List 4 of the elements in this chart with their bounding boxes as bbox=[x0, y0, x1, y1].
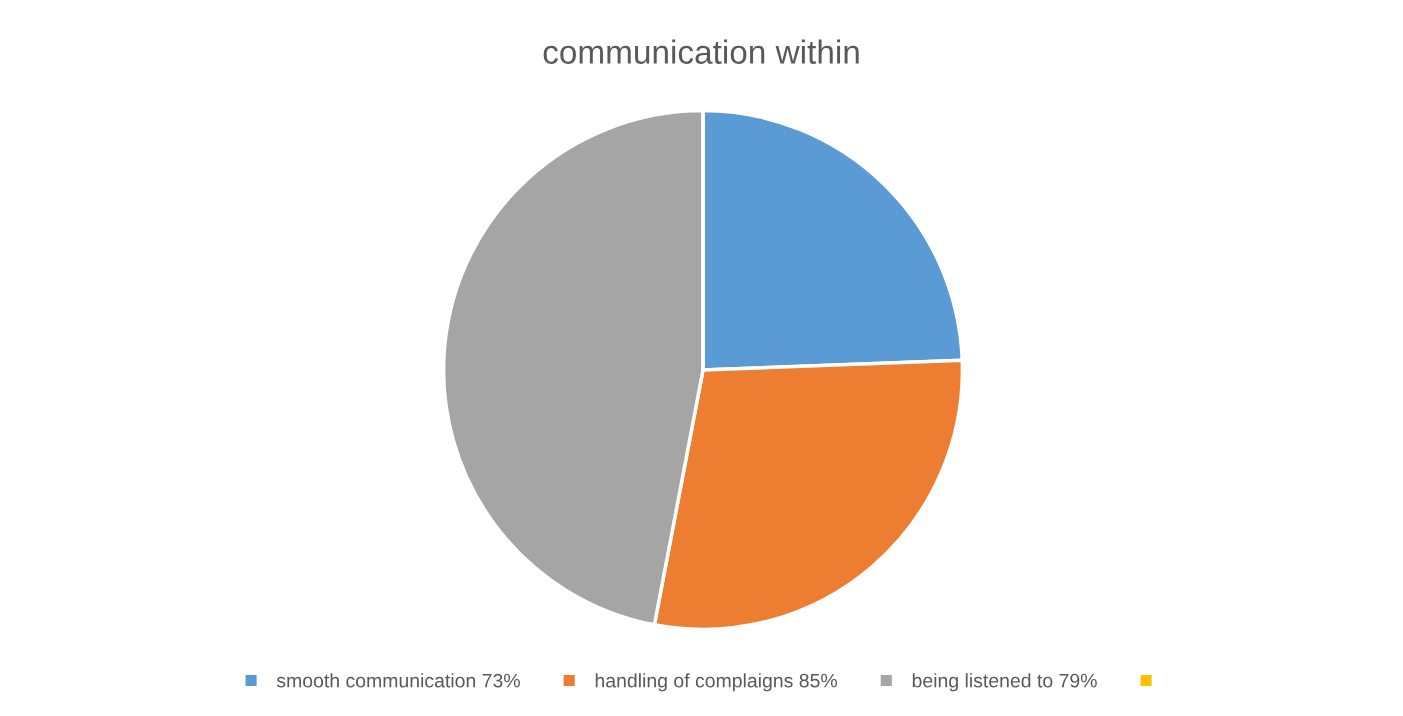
legend-label: smooth communication 73% bbox=[276, 673, 520, 688]
legend-label: handling of complaigns 85% bbox=[595, 673, 837, 692]
chart-title: communication within bbox=[543, 39, 859, 64]
legend-label: being listened to 79% bbox=[912, 673, 1097, 692]
